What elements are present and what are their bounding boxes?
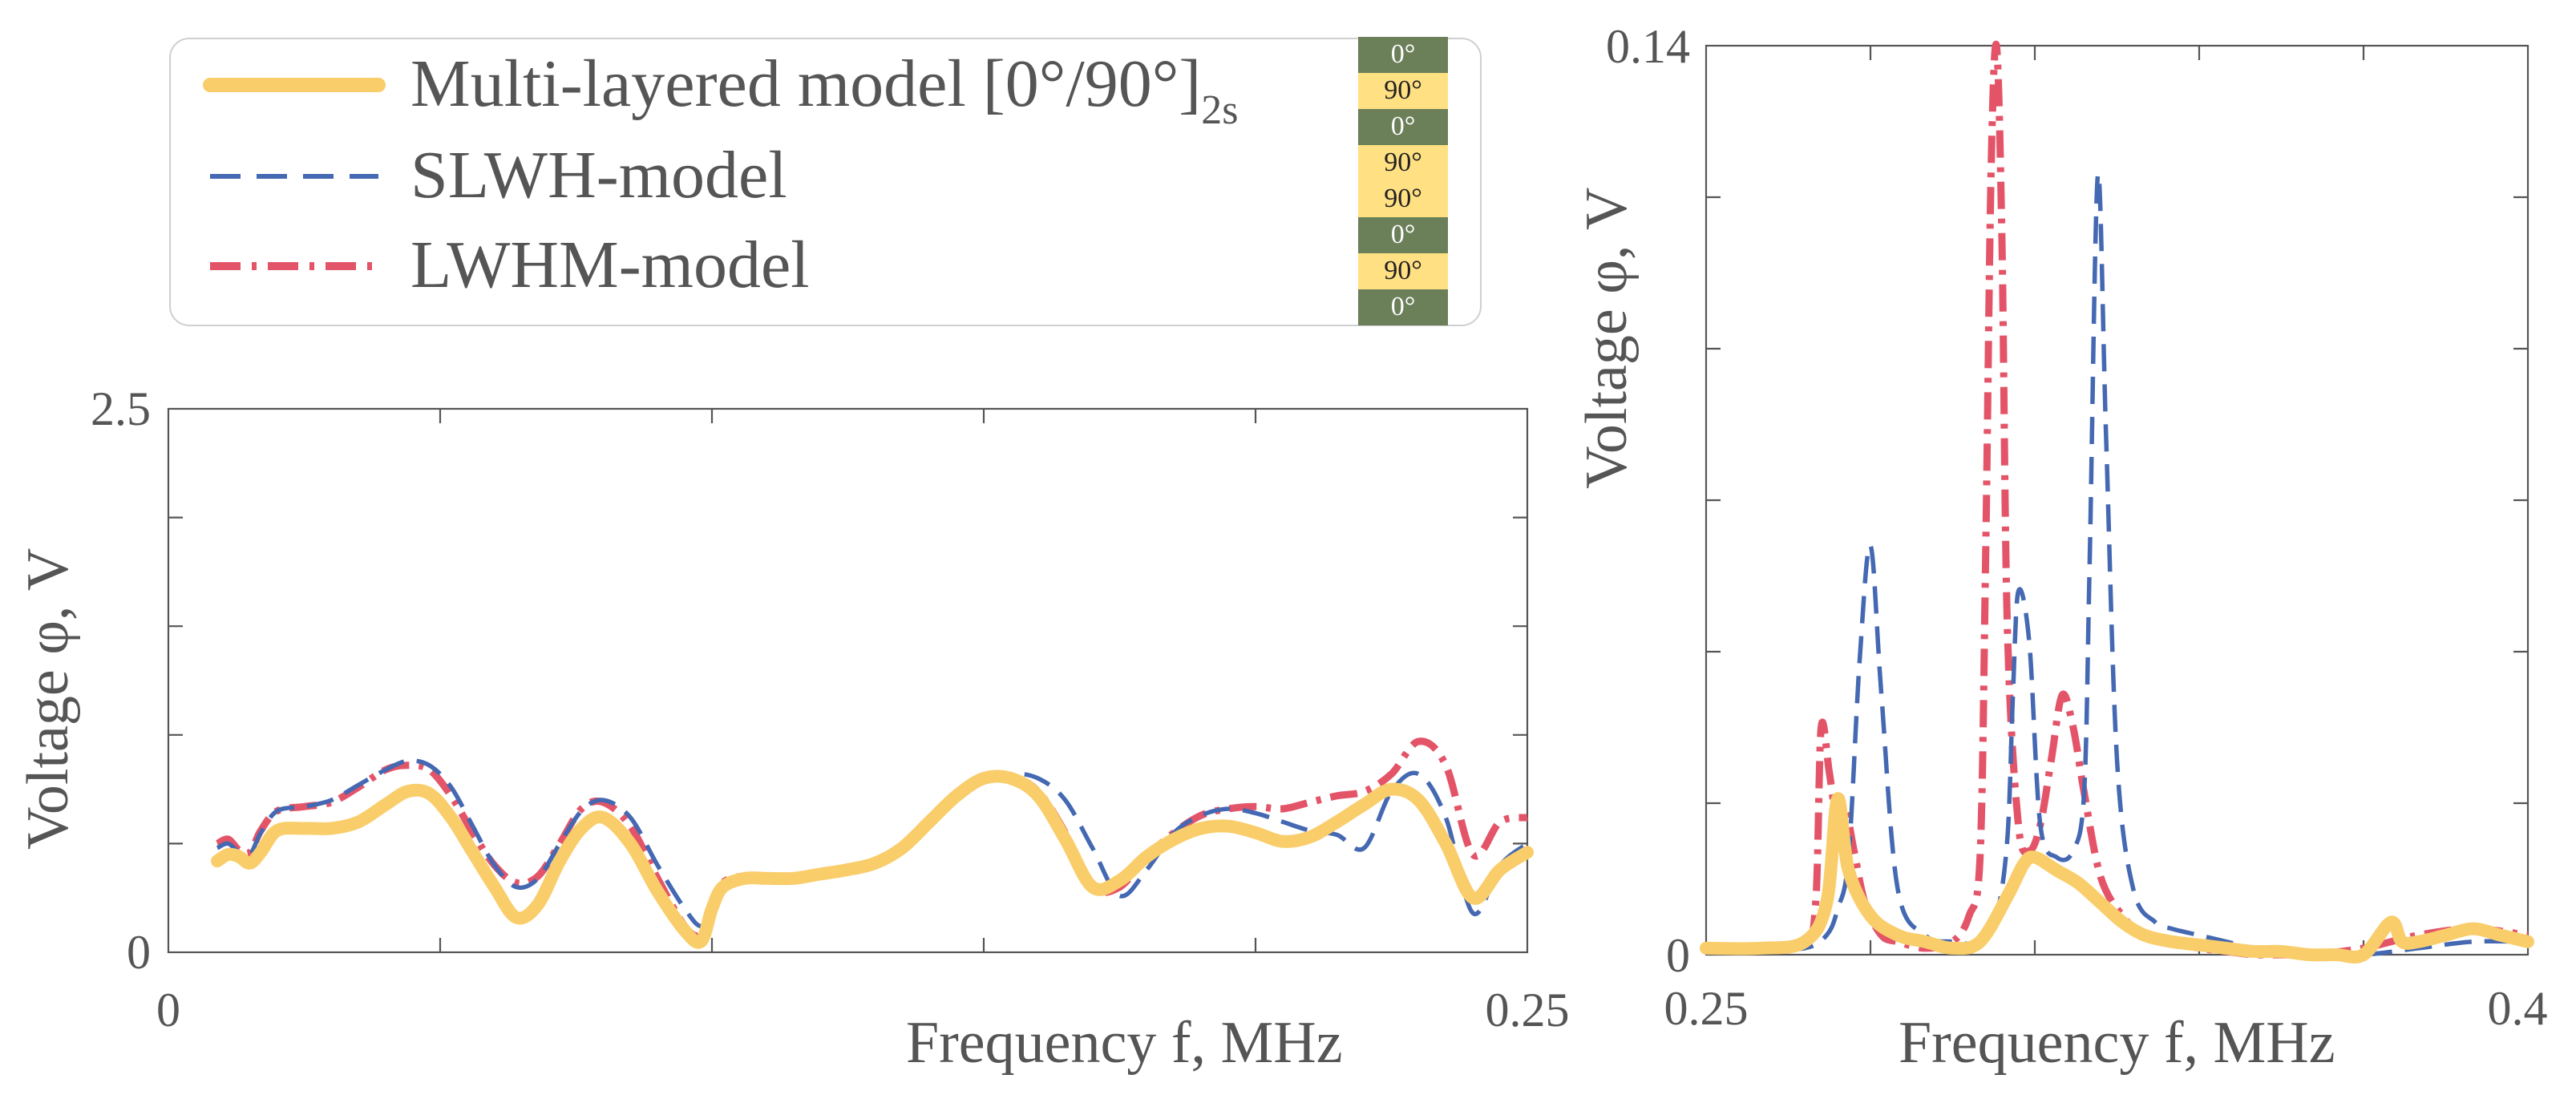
layup-layer-label-7: 0° — [1391, 292, 1416, 321]
layup-layer-label-5: 0° — [1391, 220, 1416, 249]
left-series-multi-layered — [211, 770, 1534, 949]
layup-layer-0 — [1358, 37, 1448, 73]
layup-layer-label-6: 90° — [1384, 256, 1422, 285]
right-ytick-max: 0.14 — [1606, 20, 1690, 73]
layup-layer-2 — [1358, 109, 1448, 145]
right-xtick-max: 0.4 — [2488, 982, 2548, 1035]
right-ytick-min: 0 — [1666, 929, 1690, 982]
legend-box — [169, 38, 1482, 326]
left-series-lwhm-model — [215, 737, 1528, 940]
left-ytick-max: 2.5 — [91, 382, 151, 435]
legend-label-slwh: SLWH-model — [410, 138, 787, 212]
layup-layer-1 — [1358, 73, 1448, 109]
right-ylabel: Voltage φ, V — [1574, 188, 1640, 489]
right-series-slwh-model — [1706, 172, 2529, 958]
right-series-lwhm-model — [1705, 40, 2529, 960]
layup-layer-label-1: 90° — [1384, 75, 1422, 105]
layup-stack: 0° 90° 0° 90° 90° 0° 90° 0° — [1358, 37, 1448, 325]
layup-layer-label-0: 0° — [1391, 39, 1416, 69]
layup-layer-5 — [1358, 217, 1448, 253]
legend: Multi-layered model [0°/90°]2s SLWH-mode… — [169, 37, 1482, 326]
right-chart: 0.14 0 0.25 0.4 Frequency f, MHz Voltage… — [1574, 20, 2548, 1076]
left-ytick-min: 0 — [127, 926, 151, 979]
left-xtick-min: 0 — [156, 984, 180, 1036]
left-xtick-max: 0.25 — [1486, 984, 1570, 1036]
layup-layer-7 — [1358, 289, 1448, 325]
right-ticks — [1706, 46, 2528, 955]
right-series-multi-layered — [1700, 792, 2534, 964]
left-ylabel: Voltage φ, V — [15, 548, 81, 850]
left-axes-frame — [167, 407, 1529, 954]
right-xlabel: Frequency f, MHz — [1899, 1010, 2335, 1076]
layup-layer-label-3: 90° — [1384, 147, 1422, 177]
right-series-group — [1700, 40, 2534, 964]
layup-layer-3 — [1358, 145, 1448, 181]
left-series-group — [211, 737, 1534, 949]
left-xlabel: Frequency f, MHz — [906, 1010, 1343, 1076]
layup-layer-label-2: 0° — [1391, 111, 1416, 141]
layup-layer-6 — [1358, 253, 1448, 289]
left-ticks — [168, 409, 1527, 952]
left-chart: 2.5 0 0 0.25 Frequency f, MHz Voltage φ,… — [15, 382, 1570, 1076]
layup-layer-4 — [1358, 181, 1448, 217]
right-xtick-min: 0.25 — [1664, 982, 1749, 1035]
layup-layer-label-4: 90° — [1384, 184, 1422, 213]
legend-subscript: 2s — [1201, 87, 1238, 133]
legend-label-multi-layered: Multi-layered model [0°/90°]2s — [410, 46, 1239, 133]
legend-label-lwhm: LWHM-model — [410, 228, 810, 302]
